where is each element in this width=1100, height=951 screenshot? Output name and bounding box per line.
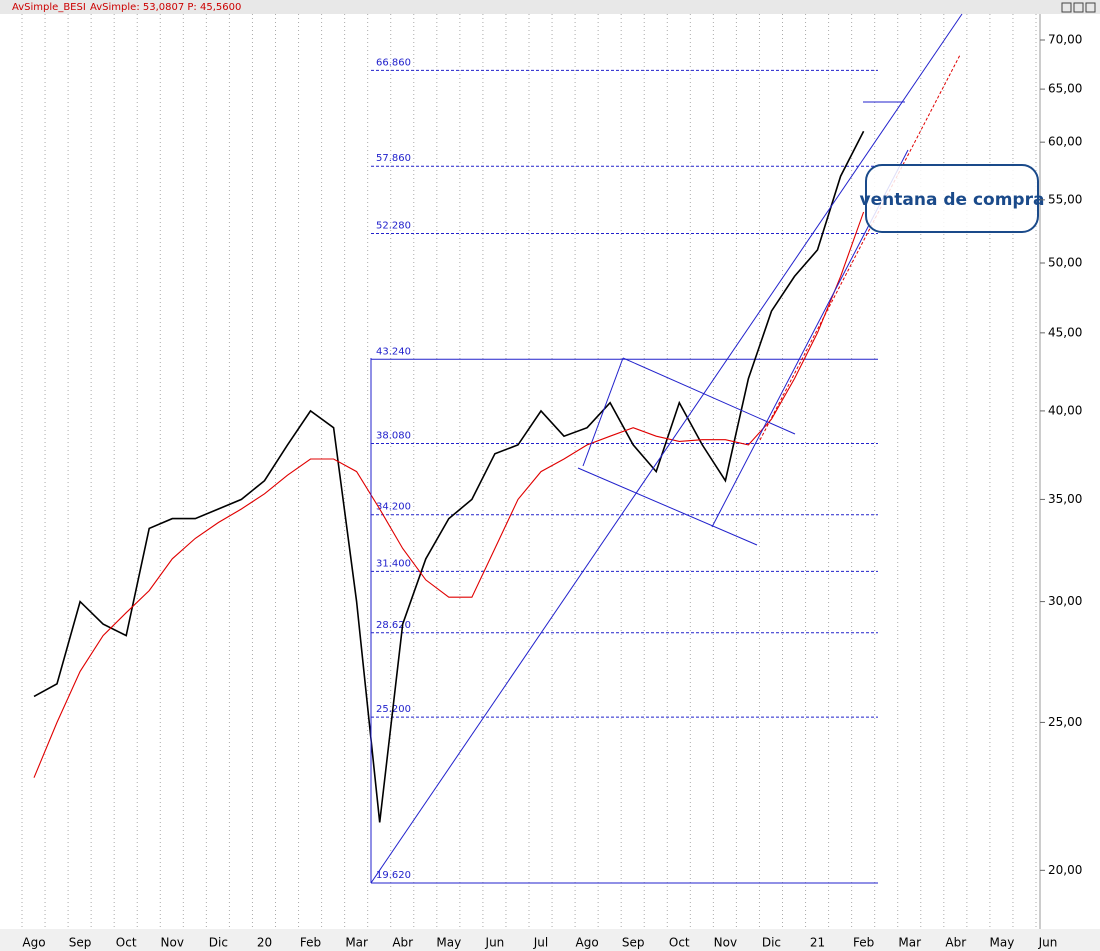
x-tick-label: May [436, 936, 461, 950]
annotation: ventana de compra [860, 190, 1045, 210]
y-tick-label: 50,00 [1048, 256, 1082, 270]
x-tick-label: Sep [622, 936, 645, 950]
x-tick-label: Mar [898, 936, 921, 950]
chart-title: AvSimple_BESI [12, 2, 86, 13]
x-tick-label: Ago [576, 936, 599, 950]
trend-line [622, 357, 796, 435]
chart-subtitle: AvSimple: 53,0807 P: 45,5600 [90, 2, 241, 13]
annotation-box [865, 164, 1039, 233]
fib-level-label: 34.200 [376, 502, 411, 513]
x-tick-label: Abr [945, 936, 966, 950]
y-tick-label: 30,00 [1048, 594, 1082, 608]
y-tick-label: 65,00 [1048, 82, 1082, 96]
plot-area: 66.860 57.860 52.280 43.240 38.080 34.200 31.4… [21, 14, 1037, 929]
x-tick-label: Oct [116, 936, 137, 950]
x-tick-label: Dic [209, 936, 228, 950]
y-tick-label: 20,00 [1048, 863, 1082, 877]
y-tick-label: 35,00 [1048, 492, 1082, 506]
fib-level-label: 38.080 [376, 431, 411, 442]
fib-level-label: 52.280 [376, 220, 411, 231]
x-tick-label: Abr [392, 936, 413, 950]
y-tick-label: 40,00 [1048, 403, 1082, 417]
x-tick-label: Nov [714, 936, 737, 950]
x-tick-label: Ago [22, 936, 45, 950]
series-line [33, 130, 865, 823]
minimize-button[interactable] [1061, 2, 1072, 13]
fib-level-label: 57.860 [376, 153, 411, 164]
fib-level-label: 66.860 [376, 57, 411, 68]
fib-level-label: 31.400 [376, 558, 411, 569]
trend-lines [370, 13, 963, 884]
x-tick-label: Feb [300, 936, 321, 950]
x-tick-label: Mar [345, 936, 368, 950]
trend-line [370, 13, 963, 884]
y-tick-label: 45,00 [1048, 325, 1082, 339]
maximize-button[interactable] [1073, 2, 1084, 13]
close-button[interactable] [1085, 2, 1096, 13]
x-tick-label: Jun [485, 936, 505, 950]
x-tick-label: Nov [161, 936, 184, 950]
fib-level-label: 19.620 [376, 870, 411, 881]
y-tick-label: 60,00 [1048, 135, 1082, 149]
trend-line [582, 357, 624, 467]
x-tick-label: 21 [810, 936, 825, 950]
trend-line [759, 54, 961, 441]
x-tick-label: Feb [853, 936, 874, 950]
y-tick-label: 25,00 [1048, 715, 1082, 729]
window-controls[interactable] [1061, 2, 1096, 13]
x-tick-label: Jun [1038, 936, 1058, 950]
y-tick-label: 70,00 [1048, 32, 1082, 46]
x-axis-bar [0, 929, 1100, 951]
fib-level-label: 28.620 [376, 620, 411, 631]
x-tick-label: 20 [257, 936, 272, 950]
header-bar [0, 0, 1100, 14]
x-tick-label: May [990, 936, 1015, 950]
x-tick-label: Jul [533, 936, 548, 950]
trend-line [577, 467, 758, 546]
x-tick-label: Oct [669, 936, 690, 950]
y-tick-label: 55,00 [1048, 192, 1082, 206]
series-line [33, 211, 865, 778]
x-tick-label: Dic [762, 936, 781, 950]
x-tick-label: Sep [69, 936, 92, 950]
fib-level-label: 43.240 [376, 346, 411, 357]
